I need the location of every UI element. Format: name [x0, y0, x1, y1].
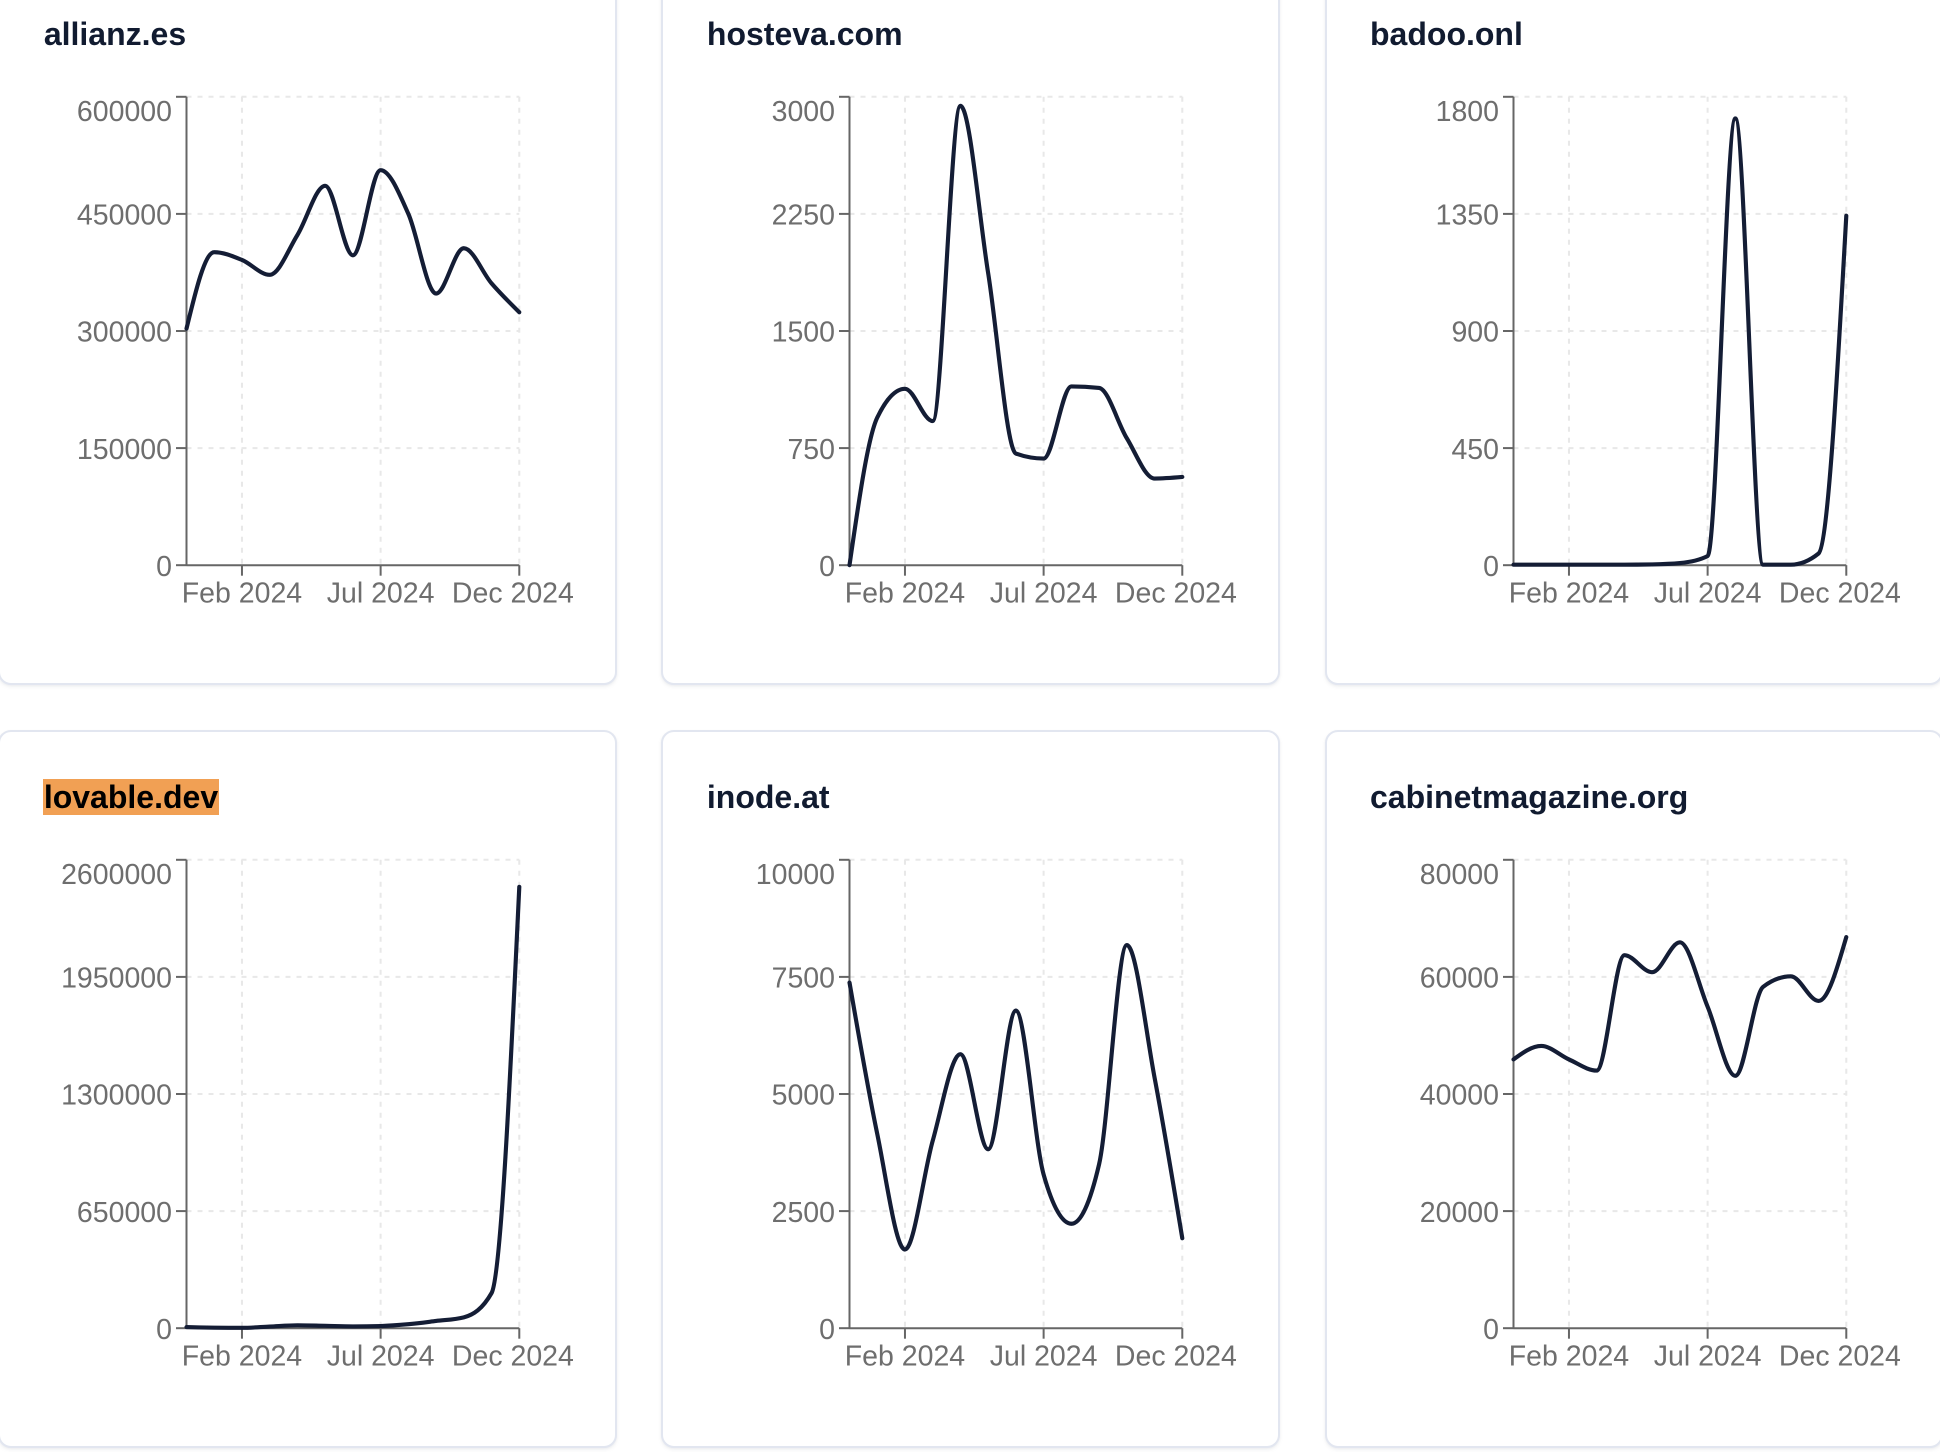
svg-text:Dec 2024: Dec 2024	[1115, 1341, 1237, 1373]
svg-text:1350: 1350	[1435, 200, 1498, 232]
svg-text:2500: 2500	[772, 1197, 835, 1229]
svg-text:0: 0	[156, 1314, 172, 1346]
svg-text:20000: 20000	[1419, 1197, 1498, 1229]
svg-text:Feb 2024: Feb 2024	[1508, 578, 1628, 610]
svg-text:450: 450	[1451, 434, 1499, 466]
svg-text:Feb 2024: Feb 2024	[182, 578, 302, 610]
svg-text:80000: 80000	[1419, 859, 1498, 891]
svg-text:0: 0	[1483, 1314, 1499, 1346]
svg-text:Jul 2024: Jul 2024	[327, 1341, 435, 1373]
svg-text:Jul 2024: Jul 2024	[1653, 1341, 1761, 1373]
svg-text:300000: 300000	[77, 317, 172, 349]
svg-text:5000: 5000	[772, 1080, 835, 1112]
svg-text:Dec 2024: Dec 2024	[452, 1341, 574, 1373]
svg-text:2250: 2250	[772, 200, 835, 232]
svg-text:40000: 40000	[1419, 1080, 1498, 1112]
svg-text:650000: 650000	[77, 1197, 172, 1229]
svg-text:1300000: 1300000	[61, 1080, 172, 1112]
svg-text:Feb 2024: Feb 2024	[845, 1341, 965, 1373]
svg-text:750: 750	[788, 434, 836, 466]
svg-text:Feb 2024: Feb 2024	[1508, 1341, 1628, 1373]
svg-text:Feb 2024: Feb 2024	[845, 578, 965, 610]
svg-text:10000: 10000	[756, 859, 835, 891]
svg-text:0: 0	[820, 551, 836, 583]
svg-text:900: 900	[1451, 317, 1499, 349]
svg-text:Jul 2024: Jul 2024	[1653, 578, 1761, 610]
svg-text:1800: 1800	[1435, 96, 1498, 128]
svg-text:Dec 2024: Dec 2024	[1115, 578, 1237, 610]
svg-text:7500: 7500	[772, 963, 835, 995]
svg-text:2600000: 2600000	[61, 859, 172, 891]
svg-text:450000: 450000	[77, 200, 172, 232]
svg-text:0: 0	[1483, 551, 1499, 583]
svg-text:Dec 2024: Dec 2024	[1778, 578, 1900, 610]
svg-text:1950000: 1950000	[61, 963, 172, 995]
svg-text:150000: 150000	[77, 434, 172, 466]
svg-text:Dec 2024: Dec 2024	[452, 578, 574, 610]
svg-text:0: 0	[820, 1314, 836, 1346]
svg-text:1500: 1500	[772, 317, 835, 349]
svg-text:0: 0	[156, 551, 172, 583]
svg-text:Dec 2024: Dec 2024	[1778, 1341, 1900, 1373]
svg-text:Jul 2024: Jul 2024	[990, 578, 1098, 610]
svg-text:Jul 2024: Jul 2024	[327, 578, 435, 610]
svg-text:Feb 2024: Feb 2024	[182, 1341, 302, 1373]
svg-text:60000: 60000	[1419, 963, 1498, 995]
svg-text:3000: 3000	[772, 96, 835, 128]
svg-text:600000: 600000	[77, 96, 172, 128]
svg-text:Jul 2024: Jul 2024	[990, 1341, 1098, 1373]
